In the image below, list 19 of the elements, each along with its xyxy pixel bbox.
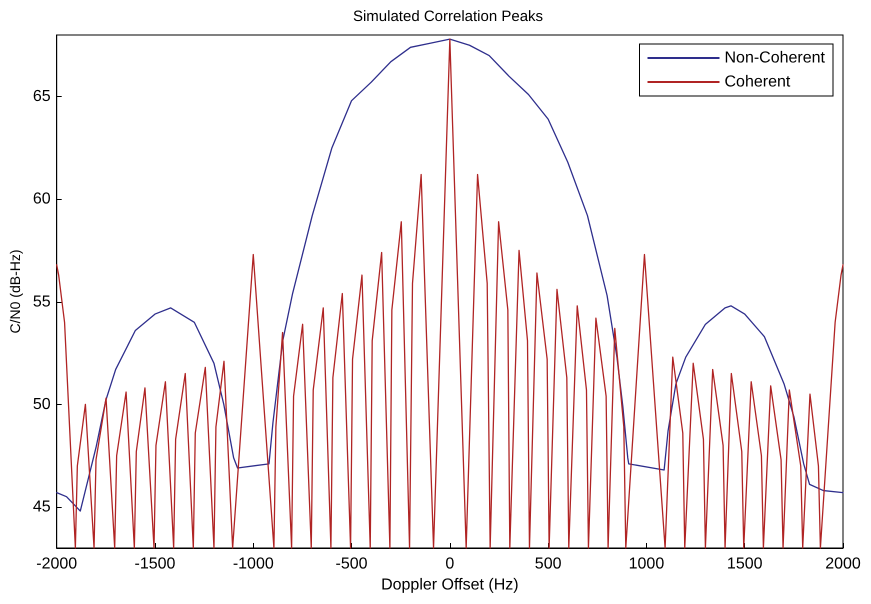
legend-label: Non-Coherent (724, 50, 826, 66)
y-axis-title: C/N0 (dB-Hz) (7, 249, 23, 334)
y-tick-label: 50 (32, 396, 51, 413)
y-tick-label: 55 (32, 293, 51, 310)
x-tick-label: 500 (534, 556, 562, 572)
x-axis-title: Doppler Offset (Hz) (381, 576, 519, 594)
x-tick-label: 1500 (726, 556, 763, 572)
x-tick-label: -1000 (232, 556, 274, 572)
x-tick-label: -2000 (36, 556, 78, 572)
y-tick-label: 65 (32, 88, 51, 106)
x-tick-label: -500 (336, 556, 368, 572)
x-tick-label: -1500 (134, 556, 176, 572)
y-tick-label: 60 (32, 190, 51, 208)
chart-title: Simulated Correlation Peaks (352, 8, 544, 25)
legend-label: Coherent (724, 74, 791, 90)
y-tick-label: 45 (32, 498, 51, 516)
x-tick-label: 2000 (825, 556, 861, 572)
x-tick-label: 0 (445, 556, 454, 572)
x-tick-label: 1000 (628, 556, 664, 572)
